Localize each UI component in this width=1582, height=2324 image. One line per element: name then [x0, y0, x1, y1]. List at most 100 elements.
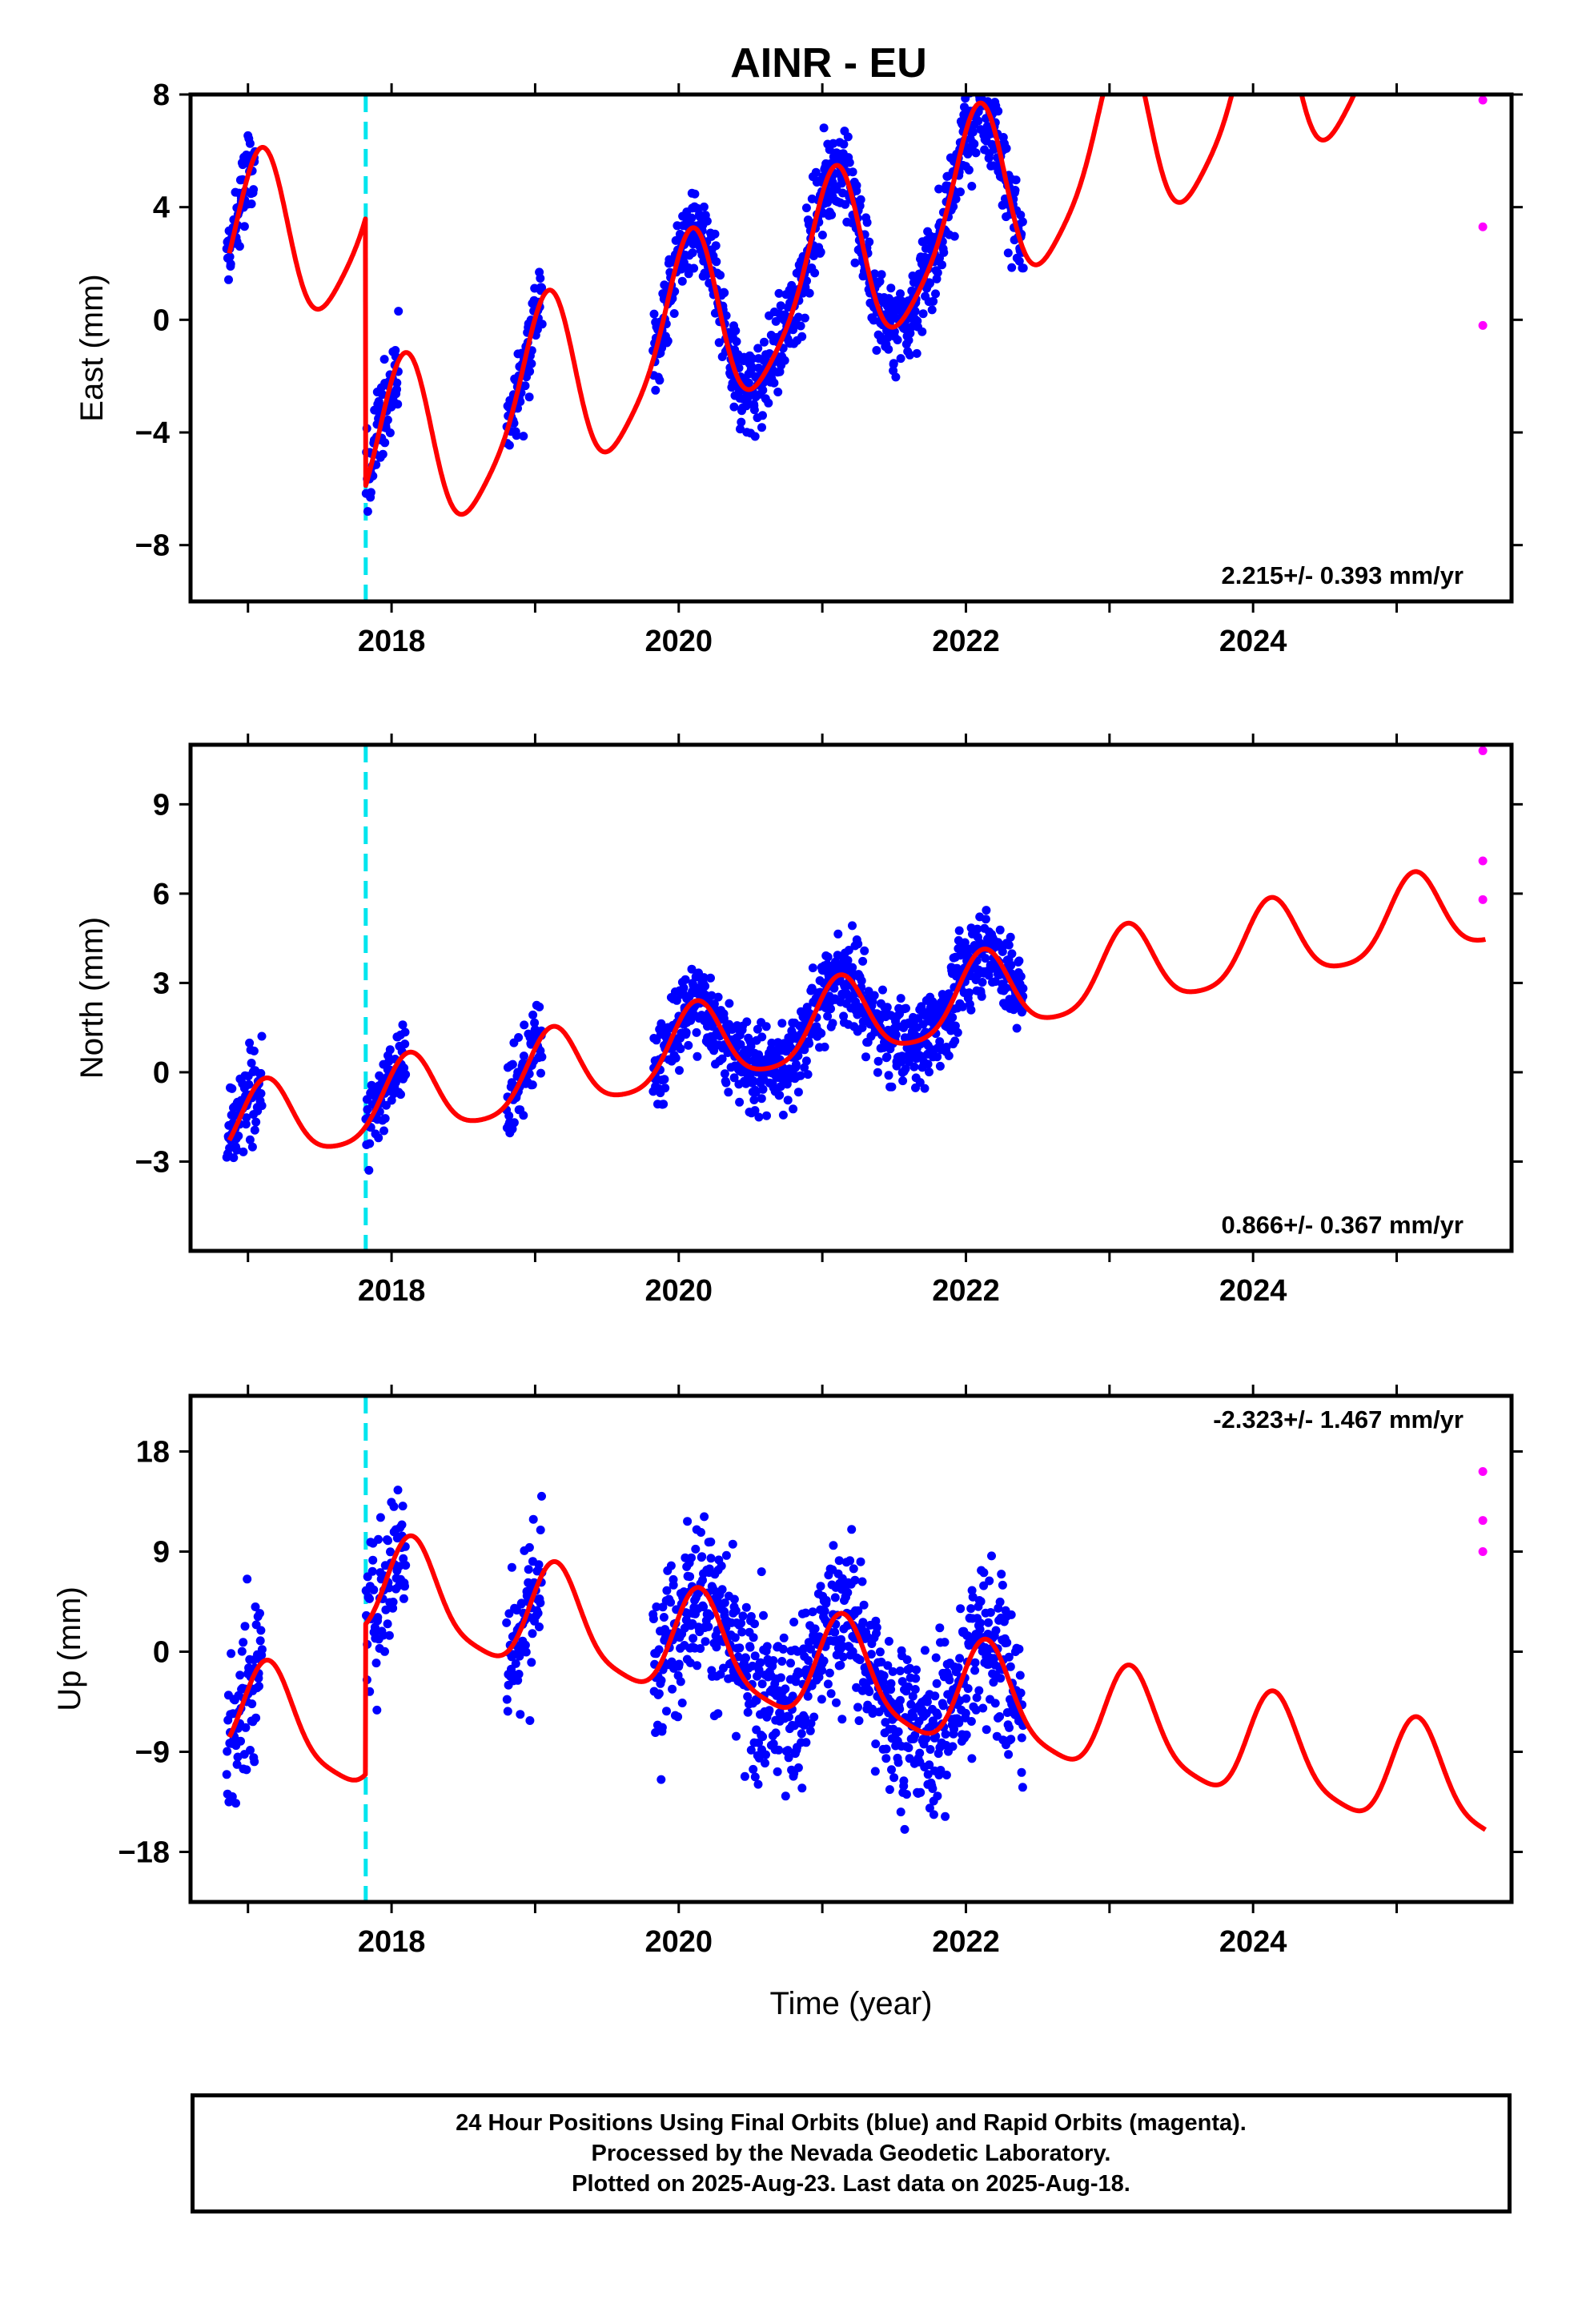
final-orbit-point — [787, 280, 797, 290]
final-orbit-point — [384, 1630, 394, 1640]
final-orbit-point — [823, 1011, 833, 1021]
x-axis-label: Time (year) — [770, 1986, 933, 2021]
final-orbit-point — [1002, 143, 1011, 153]
final-orbit-point — [364, 1165, 374, 1175]
model-fit-line — [227, 1533, 1488, 1832]
final-orbit-point — [940, 1638, 950, 1647]
x-tick-label: 2022 — [932, 1925, 1000, 1959]
final-orbit-point — [516, 1710, 525, 1719]
final-orbit-point — [519, 1111, 528, 1120]
final-orbit-point — [881, 1718, 890, 1727]
final-orbit-point — [836, 1660, 845, 1670]
final-orbit-point — [392, 384, 401, 394]
final-orbit-point — [365, 1139, 375, 1148]
final-orbit-point — [536, 1068, 545, 1078]
final-orbit-point — [784, 1712, 793, 1722]
final-orbit-point — [853, 939, 863, 949]
final-orbit-point — [771, 316, 781, 326]
final-orbit-point — [719, 1014, 729, 1023]
final-orbit-point — [810, 1624, 820, 1634]
final-orbit-point — [735, 1643, 745, 1653]
final-orbit-point — [844, 946, 853, 955]
final-orbit-point — [838, 1652, 848, 1662]
final-orbit-point — [931, 1653, 941, 1663]
final-orbit-point — [777, 1019, 787, 1028]
final-orbit-point — [866, 1650, 876, 1659]
final-orbit-point — [905, 350, 914, 360]
final-orbit-point — [974, 116, 983, 126]
final-orbit-point — [777, 1657, 787, 1666]
final-orbit-point — [923, 1770, 933, 1779]
final-orbit-point — [828, 1019, 837, 1028]
final-orbit-point — [707, 991, 717, 1000]
final-orbit-point — [833, 929, 843, 939]
final-orbit-point — [749, 405, 759, 415]
final-orbit-point — [975, 1625, 985, 1634]
final-orbit-point — [849, 1564, 858, 1574]
final-orbit-point — [400, 1027, 410, 1037]
final-orbit-point — [757, 1032, 767, 1042]
final-orbit-point — [717, 1054, 727, 1063]
final-orbit-point — [942, 1043, 951, 1051]
final-orbit-point — [823, 952, 833, 962]
final-orbit-point — [928, 1784, 938, 1793]
final-orbit-point — [896, 1695, 905, 1705]
final-orbit-point — [976, 68, 985, 77]
final-orbit-point — [699, 202, 709, 211]
final-orbit-point — [915, 1748, 925, 1758]
final-orbit-point — [226, 259, 235, 269]
final-orbit-point — [1005, 1723, 1014, 1732]
final-orbit-point — [1006, 960, 1016, 970]
final-orbit-point — [802, 276, 811, 286]
final-orbit-point — [662, 1707, 671, 1716]
final-orbit-point — [801, 1738, 811, 1747]
rapid-orbit-point — [1478, 895, 1488, 904]
final-orbit-point — [375, 1513, 385, 1522]
final-orbit-point — [512, 431, 521, 440]
y-tick-label: 18 — [136, 1435, 170, 1469]
final-orbit-point — [656, 1675, 666, 1685]
final-orbit-point — [702, 216, 712, 226]
final-orbit-point — [826, 1689, 836, 1699]
final-orbit-point — [716, 271, 725, 280]
final-orbit-point — [690, 189, 700, 199]
final-orbit-point — [803, 1070, 813, 1080]
final-orbit-point — [714, 338, 724, 348]
final-orbit-point — [524, 1542, 534, 1552]
final-orbit-point — [801, 1056, 811, 1066]
final-orbit-point — [668, 1684, 677, 1694]
final-orbit-point — [659, 1613, 669, 1622]
final-orbit-point — [987, 1551, 996, 1561]
final-orbit-point — [932, 1679, 942, 1688]
final-orbit-point — [520, 1640, 530, 1650]
final-orbit-point — [877, 270, 886, 279]
final-orbit-point — [663, 336, 673, 346]
final-orbit-point — [934, 184, 944, 194]
final-orbit-point — [897, 1677, 907, 1687]
final-orbit-point — [701, 981, 710, 991]
final-orbit-point — [692, 1027, 701, 1037]
final-orbit-point — [757, 423, 766, 432]
final-orbit-point — [816, 247, 825, 257]
final-orbit-point — [843, 132, 853, 142]
final-orbit-point — [951, 195, 961, 203]
x-tick-label: 2018 — [358, 625, 426, 658]
final-orbit-point — [1014, 956, 1024, 966]
final-orbit-point — [801, 203, 811, 213]
final-orbit-point — [910, 307, 920, 316]
x-tick-label: 2022 — [932, 1274, 1000, 1308]
final-orbit-point — [762, 1111, 771, 1120]
final-orbit-point — [234, 1132, 243, 1140]
final-orbit-point — [721, 311, 731, 320]
final-orbit-point — [536, 1526, 545, 1534]
final-orbit-point — [656, 1775, 666, 1784]
final-orbit-point — [920, 1084, 930, 1093]
final-orbit-point — [687, 964, 697, 974]
final-orbit-point — [730, 1633, 740, 1642]
final-orbit-point — [793, 1088, 803, 1097]
final-orbit-point — [804, 1656, 813, 1665]
final-orbit-point — [519, 432, 528, 441]
final-orbit-point — [736, 1039, 745, 1049]
final-orbit-point — [255, 1636, 265, 1646]
final-orbit-point — [710, 229, 720, 239]
